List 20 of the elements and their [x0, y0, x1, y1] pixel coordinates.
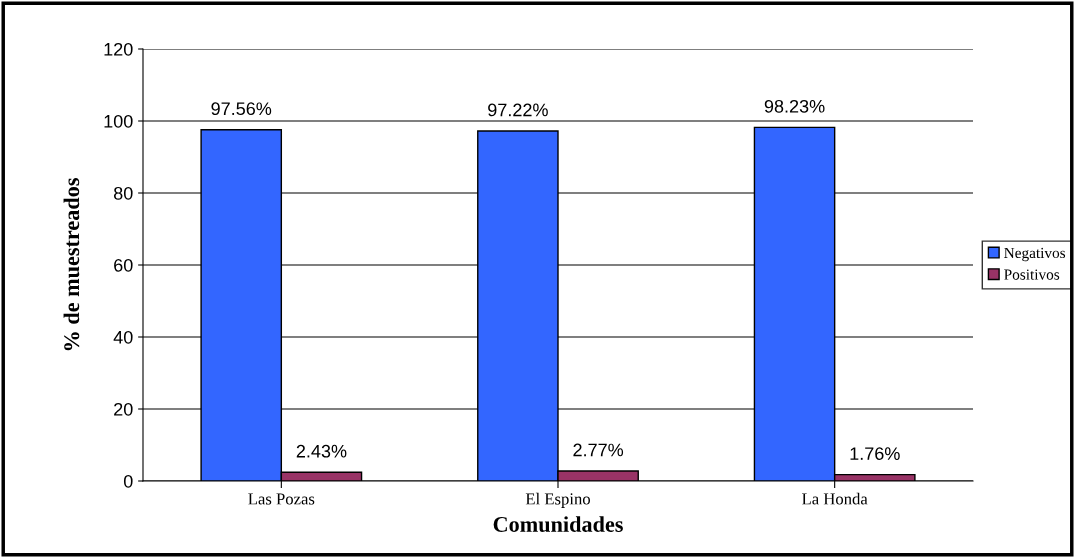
y-axis-title: % de muestreados	[63, 178, 80, 351]
x-tick-label: El Espino	[525, 492, 590, 508]
data-label: 97.22%	[488, 103, 548, 117]
data-label: 1.76%	[850, 447, 900, 460]
y-tick-label: 20	[114, 402, 133, 416]
data-label: 2.77%	[573, 443, 624, 457]
legend-label: Negativos	[1004, 247, 1066, 262]
data-label: 2.43%	[296, 444, 347, 458]
y-tick-label: 60	[114, 258, 133, 272]
legend-label: Positivos	[1004, 269, 1060, 280]
y-tick-label: 80	[113, 186, 133, 200]
y-tick-label: 100	[104, 114, 133, 128]
data-label: 98.23%	[764, 99, 825, 113]
x-axis-title: Comunidades	[493, 516, 623, 532]
y-tick-label: 40	[113, 330, 133, 344]
y-tick-label: 120	[104, 42, 133, 56]
x-tick-label: Las Pozas	[248, 493, 315, 505]
y-tick-label: 0	[123, 474, 133, 488]
data-label: 97.56%	[211, 102, 272, 116]
x-tick-label: La Honda	[802, 492, 868, 505]
